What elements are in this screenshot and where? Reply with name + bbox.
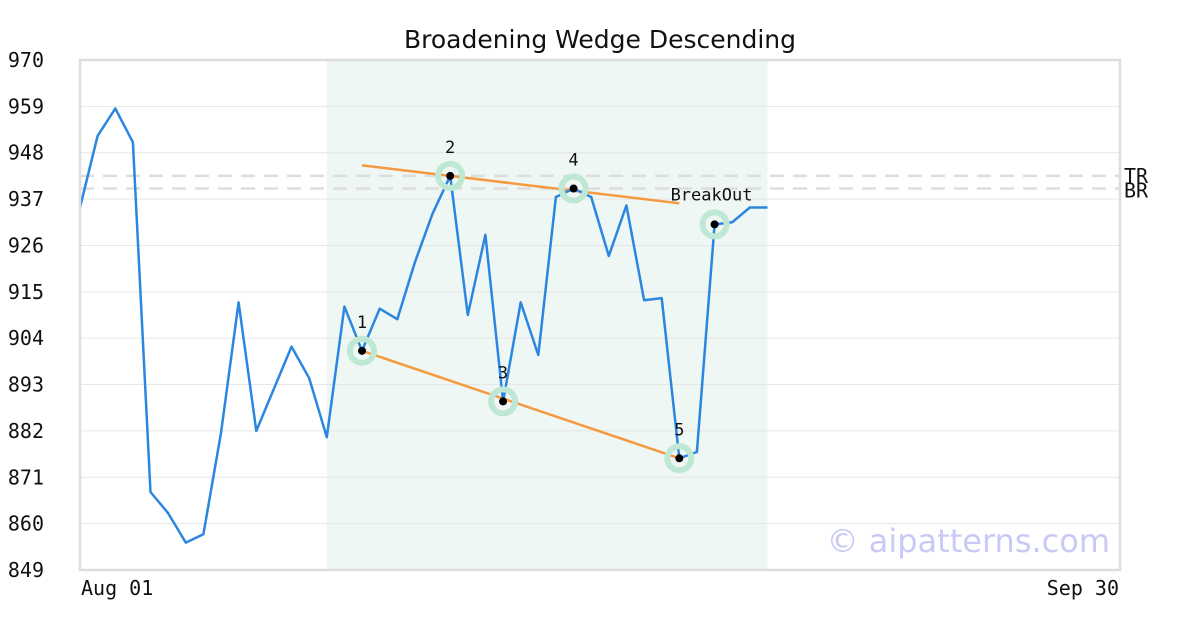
ref-label-tr: TR	[1124, 164, 1149, 188]
y-tick-label: 959	[8, 94, 44, 118]
pivot-marker-dot	[710, 220, 719, 229]
pivot-marker-dot	[675, 454, 684, 463]
y-tick-label: 893	[8, 373, 44, 397]
chart-title: Broadening Wedge Descending	[404, 25, 796, 54]
y-tick-label: 926	[8, 233, 44, 257]
pivot-label-2: 2	[445, 138, 455, 158]
y-tick-label: 849	[8, 558, 44, 582]
y-tick-label: 882	[8, 419, 44, 443]
pivot-marker-dot	[569, 184, 578, 193]
y-tick-label: 948	[8, 141, 44, 165]
pivot-marker-dot	[499, 397, 508, 406]
pivot-marker-dot	[446, 171, 455, 180]
pivot-marker-halo	[699, 209, 730, 240]
pivot-label-4: 4	[568, 151, 578, 171]
y-tick-label: 915	[8, 280, 44, 304]
pivot-marker-halo	[435, 160, 466, 191]
y-tick-label: 871	[8, 465, 44, 489]
y-tick-label: 904	[8, 326, 44, 350]
breakout-label: BreakOut	[671, 185, 753, 205]
pivot-label-1: 1	[357, 313, 367, 333]
pivot-marker-dot	[358, 346, 367, 355]
pivot-marker-halo	[558, 173, 589, 204]
pivot-marker-halo	[664, 443, 695, 474]
y-tick-label: 970	[8, 48, 44, 72]
watermark-text: © aipatterns.com	[827, 522, 1110, 560]
trend-line-upper	[361, 164, 680, 205]
ref-label-br: BR	[1124, 179, 1149, 203]
x-tick-label: Aug 01	[81, 576, 153, 600]
y-tick-label: 937	[8, 187, 44, 211]
price-series-line	[78, 107, 768, 544]
pivot-label-3: 3	[498, 363, 508, 383]
pivot-marker-halo	[488, 386, 519, 417]
trend-line-lower	[361, 349, 680, 460]
plot-frame	[78, 58, 1122, 572]
pivot-label-5: 5	[674, 420, 684, 440]
x-tick-label: Sep 30	[1047, 576, 1119, 600]
pivot-marker-halo	[347, 335, 378, 366]
y-tick-label: 860	[8, 512, 44, 536]
pattern-highlight-band	[326, 60, 768, 570]
